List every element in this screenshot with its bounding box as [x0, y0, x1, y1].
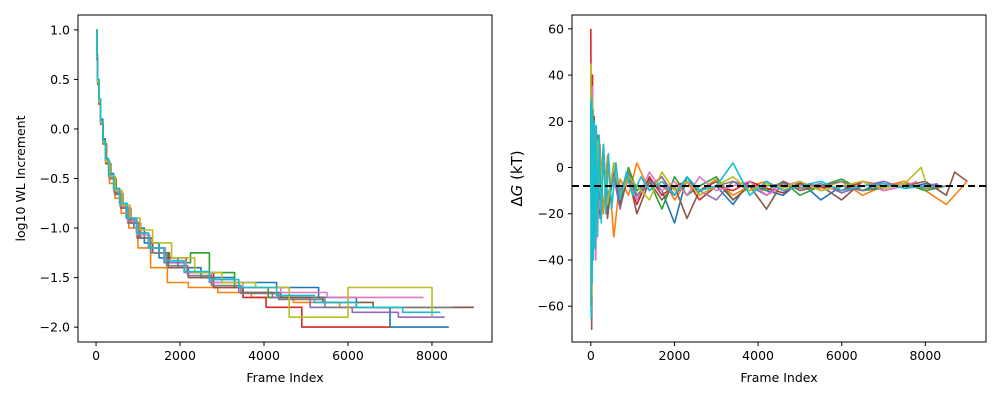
left-y-tick-label: −2.0 [40, 320, 70, 335]
left-y-tick-label: 0.5 [50, 72, 70, 87]
right-y-ticks: −60 −40 −20 0 20 40 60 [538, 21, 572, 314]
left-y-tick-label: −1.5 [40, 270, 70, 285]
right-y-tick-label: 60 [548, 21, 564, 36]
left-y-axis-label: log10 WL Increment [13, 115, 28, 241]
left-series-line-9 [96, 29, 441, 314]
right-chart: 0 2000 4000 6000 8000 −60 −40 −20 0 20 40 60 Frame… [508, 14, 987, 385]
right-x-tick-label: 0 [587, 348, 595, 363]
right-x-tick-label: 4000 [742, 348, 774, 363]
left-x-tick-label: 8000 [416, 348, 448, 363]
right-y-tick-label: 40 [548, 68, 564, 83]
left-y-tick-label: 1.0 [50, 22, 70, 37]
left-x-tick-label: 2000 [164, 348, 196, 363]
left-y-tick-label: −1.0 [40, 221, 70, 236]
right-x-tick-label: 6000 [826, 348, 858, 363]
left-series-lines [96, 29, 474, 328]
left-y-ticks: −2.0 −1.5 −1.0 −0.5 0.0 0.5 1.0 [40, 22, 78, 335]
left-x-ticks: 0 2000 4000 6000 8000 [92, 342, 448, 363]
left-x-tick-label: 6000 [332, 348, 364, 363]
left-y-tick-label: 0.0 [50, 121, 70, 136]
right-y-tick-label: −60 [538, 299, 564, 314]
right-x-axis-label: Frame Index [740, 370, 817, 385]
right-x-tick-label: 8000 [909, 348, 941, 363]
left-x-axis-label: Frame Index [246, 370, 323, 385]
left-chart: 0 2000 4000 6000 8000 −2.0 −1.5 −1.0 −0.5 0.0 0.5… [13, 14, 493, 385]
right-y-tick-label: −20 [538, 206, 564, 221]
right-y-tick-label: 0 [556, 160, 564, 175]
right-series-line-9 [590, 97, 934, 319]
left-x-tick-label: 0 [92, 348, 100, 363]
right-x-tick-label: 2000 [659, 348, 691, 363]
right-x-ticks: 0 2000 4000 6000 8000 [587, 342, 941, 363]
right-y-axis-label: ΔG (kT) [508, 150, 526, 206]
left-y-tick-label: −0.5 [40, 171, 70, 186]
right-y-tick-label: −40 [538, 252, 564, 267]
right-axes-frame [571, 14, 987, 343]
right-y-tick-label: 20 [548, 114, 564, 129]
left-x-tick-label: 4000 [248, 348, 280, 363]
